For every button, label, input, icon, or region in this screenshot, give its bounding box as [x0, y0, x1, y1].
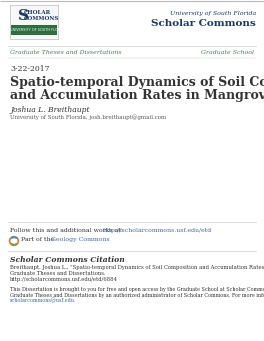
- Text: and Accumulation Rates in Mangrove Wetlands: and Accumulation Rates in Mangrove Wetla…: [10, 89, 264, 102]
- Text: http://scholarcommons.usf.edu/etd/6884: http://scholarcommons.usf.edu/etd/6884: [10, 277, 118, 282]
- Text: Graduate Theses and Dissertations by an authorized administrator of Scholar Comm: Graduate Theses and Dissertations by an …: [10, 293, 264, 297]
- Text: Follow this and additional works at:: Follow this and additional works at:: [10, 228, 125, 233]
- Circle shape: [10, 237, 18, 246]
- Text: scholarcommons@usf.edu.: scholarcommons@usf.edu.: [10, 298, 77, 303]
- Text: University of South Florida: University of South Florida: [170, 11, 256, 16]
- Text: This Dissertation is brought to you for free and open access by the Graduate Sch: This Dissertation is brought to you for …: [10, 287, 264, 292]
- Text: USF  UNIVERSITY OF SOUTH FLORIDA: USF UNIVERSITY OF SOUTH FLORIDA: [1, 28, 67, 32]
- Text: http://scholarcommons.usf.edu/etd: http://scholarcommons.usf.edu/etd: [103, 228, 213, 233]
- Text: Graduate School: Graduate School: [201, 50, 254, 55]
- Text: COMMONS: COMMONS: [24, 16, 59, 21]
- FancyBboxPatch shape: [10, 5, 58, 39]
- Text: 3-22-2017: 3-22-2017: [10, 65, 50, 73]
- Text: University of South Florida, josh.breithaupt@gmail.com: University of South Florida, josh.breith…: [10, 114, 166, 120]
- Text: Scholar Commons: Scholar Commons: [151, 19, 256, 28]
- Text: Geology Commons: Geology Commons: [51, 237, 110, 242]
- Text: Graduate Theses and Dissertations: Graduate Theses and Dissertations: [10, 50, 122, 55]
- Text: Joshua L. Breithaupt: Joshua L. Breithaupt: [10, 106, 89, 114]
- Wedge shape: [11, 237, 17, 239]
- Text: Breithaupt, Joshua L., "Spatio-temporal Dynamics of Soil Composition and Accumul: Breithaupt, Joshua L., "Spatio-temporal …: [10, 265, 264, 270]
- Text: Scholar Commons Citation: Scholar Commons Citation: [10, 256, 125, 264]
- Text: Part of the: Part of the: [21, 237, 56, 242]
- FancyBboxPatch shape: [11, 25, 57, 35]
- Text: S: S: [18, 9, 29, 23]
- Text: Graduate Theses and Dissertations.: Graduate Theses and Dissertations.: [10, 271, 106, 276]
- Text: CHOLAR: CHOLAR: [24, 10, 51, 15]
- Circle shape: [11, 238, 17, 244]
- Text: Spatio-temporal Dynamics of Soil Composition: Spatio-temporal Dynamics of Soil Composi…: [10, 76, 264, 89]
- Wedge shape: [11, 243, 17, 246]
